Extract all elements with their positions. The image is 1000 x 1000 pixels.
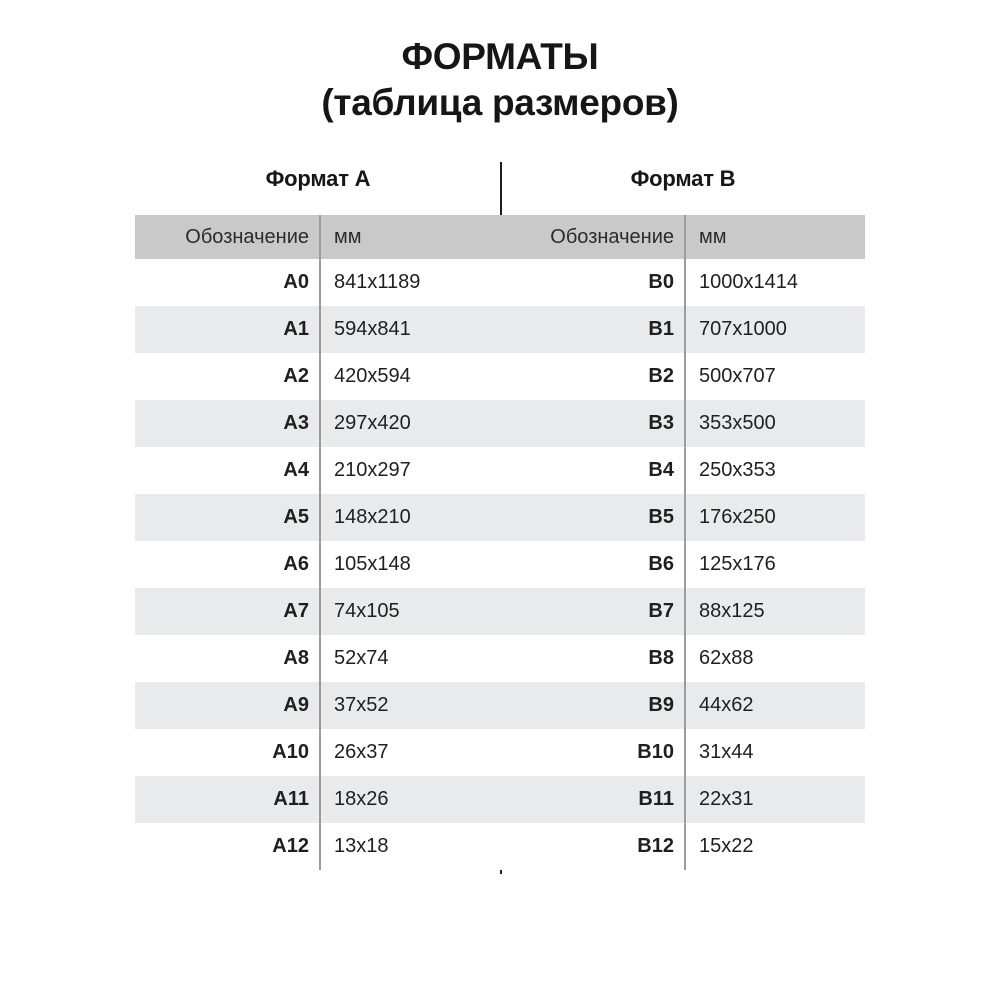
format-a-size: 420x594: [334, 365, 411, 387]
table-row: A12 13x18 B12 15x22: [135, 823, 865, 870]
table-row: A7 74x105 B7 88x125: [135, 588, 865, 635]
format-a-label: A7: [283, 600, 309, 622]
format-a-size: 37x52: [334, 694, 389, 716]
format-b-label: B8: [648, 647, 674, 669]
format-b-label: B10: [637, 741, 674, 763]
header-mm-b: мм: [699, 225, 727, 248]
table-row: A9 37x52 B9 44x62: [135, 682, 865, 729]
format-a-size: 841x1189: [334, 271, 421, 293]
table-row: A2 420x594 B2 500x707: [135, 353, 865, 400]
format-b-label: B7: [648, 600, 674, 622]
format-b-size: 500x707: [699, 365, 776, 387]
table-row: A11 18x26 B11 22x31: [135, 776, 865, 823]
format-a-label: A12: [272, 835, 309, 857]
table-row: A0 841x1189 B0 1000x1414: [135, 259, 865, 306]
format-b-label: B2: [648, 365, 674, 387]
format-a-label: A3: [283, 412, 309, 434]
format-b-label: B4: [648, 459, 674, 481]
format-a-size: 52x74: [334, 647, 389, 669]
format-b-size: 44x62: [699, 694, 754, 716]
format-a-label: A2: [283, 365, 309, 387]
format-b-size: 88x125: [699, 600, 765, 622]
format-b-label: B12: [637, 835, 674, 857]
format-b-label: B3: [648, 412, 674, 434]
format-a-size: 26x37: [334, 741, 389, 763]
header-mm-a: мм: [334, 225, 362, 248]
format-a-label: A11: [273, 788, 309, 810]
format-b-size: 707x1000: [699, 318, 787, 340]
format-b-size: 353x500: [699, 412, 776, 434]
format-b-size: 125x176: [699, 553, 776, 575]
header-designation-a: Обозначение: [185, 225, 309, 248]
format-a-size: 148x210: [334, 506, 411, 528]
format-a-label: A4: [283, 459, 309, 481]
format-a-label: A6: [283, 553, 309, 575]
table-row: A4 210x297 B4 250x353: [135, 447, 865, 494]
table-row: A3 297x420 B3 353x500: [135, 400, 865, 447]
format-b-label: B5: [648, 506, 674, 528]
table-row: A8 52x74 B8 62x88: [135, 635, 865, 682]
section-title-format-b: Формат В: [630, 166, 736, 191]
format-b-size: 1000x1414: [699, 271, 798, 293]
format-b-label: B9: [648, 694, 674, 716]
format-b-size: 176x250: [699, 506, 776, 528]
format-a-label: A5: [283, 506, 309, 528]
column-divider-left: [319, 215, 321, 870]
size-table: Обозначение мм Обозначение мм A0 841x118…: [135, 215, 865, 870]
table-header-row: Обозначение мм Обозначение мм: [135, 215, 865, 259]
format-b-label: B11: [638, 788, 674, 810]
format-b-label: B0: [648, 271, 674, 293]
format-a-size: 297x420: [334, 412, 411, 434]
format-a-label: A9: [283, 694, 309, 716]
format-b-label: B1: [648, 318, 674, 340]
format-b-size: 250x353: [699, 459, 776, 481]
section-title-format-a: Формат А: [265, 166, 371, 191]
format-b-label: B6: [648, 553, 674, 575]
format-a-size: 594x841: [334, 318, 411, 340]
format-a-size: 18x26: [334, 788, 389, 810]
format-a-size: 74x105: [334, 600, 400, 622]
page-title-line1: ФОРМАТЫ: [401, 36, 599, 77]
format-a-label: A0: [283, 271, 309, 293]
format-b-size: 62x88: [699, 647, 754, 669]
format-b-size: 22x31: [699, 788, 754, 810]
table-row: A6 105x148 B6 125x176: [135, 541, 865, 588]
format-a-label: A1: [283, 318, 309, 340]
format-b-size: 15x22: [699, 835, 754, 857]
format-a-label: A8: [283, 647, 309, 669]
format-a-label: A10: [272, 741, 309, 763]
page-title: ФОРМАТЫ (таблица размеров): [0, 34, 1000, 126]
format-a-size: 13x18: [334, 835, 389, 857]
page-title-line2: (таблица размеров): [321, 82, 679, 123]
column-divider-right: [684, 215, 686, 870]
format-a-size: 105x148: [334, 553, 411, 575]
table-row: A10 26x37 B10 31x44: [135, 729, 865, 776]
header-designation-b: Обозначение: [550, 225, 674, 248]
format-a-size: 210x297: [334, 459, 411, 481]
table-row: A1 594x841 B1 707x1000: [135, 306, 865, 353]
table-body: A0 841x1189 B0 1000x1414 A1 594x841 B1 7…: [135, 259, 865, 870]
format-b-size: 31x44: [699, 741, 754, 763]
table-row: A5 148x210 B5 176x250: [135, 494, 865, 541]
